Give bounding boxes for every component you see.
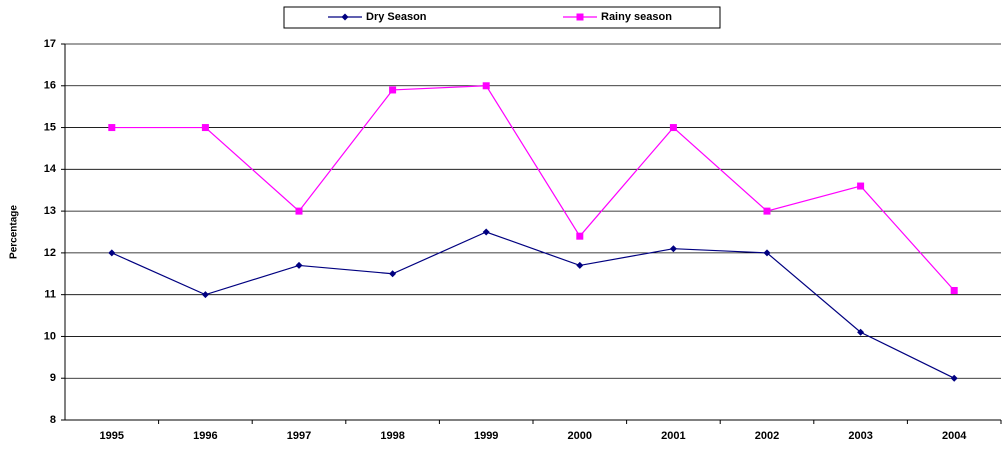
y-tick-label: 15 [44, 121, 56, 133]
x-tick-label: 1999 [474, 430, 498, 442]
y-tick-label: 12 [44, 247, 56, 259]
data-point [576, 261, 584, 269]
data-point [108, 249, 116, 257]
y-tick-label: 16 [44, 80, 56, 92]
y-tick-label: 17 [44, 38, 56, 50]
legend-marker [576, 13, 584, 21]
data-point [669, 245, 677, 253]
y-tick-label: 9 [50, 372, 56, 384]
data-point [201, 291, 209, 299]
x-tick-label: 1998 [380, 430, 404, 442]
data-point [295, 261, 303, 269]
data-point [950, 286, 958, 294]
data-point [950, 374, 958, 382]
data-point [763, 207, 771, 215]
y-tick-label: 13 [44, 205, 56, 217]
legend-box [283, 6, 721, 29]
legend-label: Dry Season [366, 11, 427, 23]
x-tick-label: 1995 [100, 430, 124, 442]
x-tick-label: 2003 [848, 430, 872, 442]
data-point [108, 124, 116, 132]
y-tick-label: 14 [44, 163, 57, 175]
y-tick-label: 10 [44, 330, 56, 342]
data-point [857, 328, 865, 336]
data-point [201, 124, 209, 132]
legend-label: Rainy season [601, 11, 672, 23]
y-tick-label: 8 [50, 414, 56, 426]
x-tick-label: 2002 [755, 430, 779, 442]
series-line [111, 231, 955, 379]
data-point [389, 86, 397, 94]
x-tick-label: 2000 [568, 430, 592, 442]
legend-marker [341, 13, 349, 21]
y-tick-label: 11 [44, 289, 56, 301]
data-point [295, 207, 303, 215]
data-point [576, 232, 584, 240]
series-line [111, 85, 955, 291]
data-point [482, 228, 490, 236]
data-point [389, 270, 397, 278]
x-tick-label: 2001 [661, 430, 685, 442]
data-point [857, 182, 865, 190]
x-tick-label: 1996 [193, 430, 217, 442]
data-point [669, 124, 677, 132]
x-tick-label: 1997 [287, 430, 311, 442]
data-point [763, 249, 771, 257]
y-axis-title: Percentage [9, 205, 20, 259]
x-tick-label: 2004 [942, 430, 967, 442]
data-point [482, 82, 490, 90]
